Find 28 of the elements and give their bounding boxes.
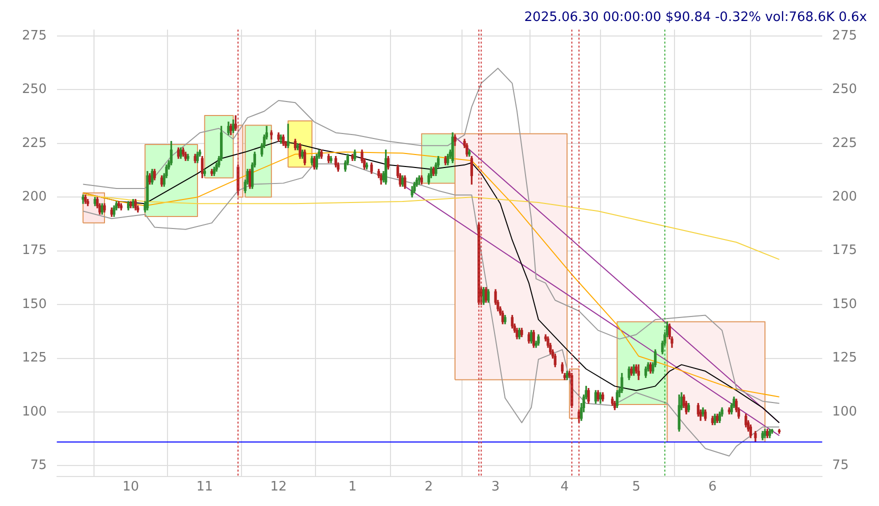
y2-tick-label: 200 <box>832 190 858 205</box>
y2-tick-label: 125 <box>832 350 858 366</box>
x-tick-label: 6 <box>708 480 717 495</box>
y2-tick-label: 275 <box>832 28 858 44</box>
y-tick-label: 75 <box>30 458 47 474</box>
x-tick-label: 2 <box>424 480 433 495</box>
chart-title: 2025.06.30 00:00:00 $90.84 -0.32% vol:768.6K 0.6x <box>524 10 868 26</box>
x-tick-label: 11 <box>196 480 213 495</box>
x-tick-label: 1 <box>348 480 357 495</box>
y-tick-label: 200 <box>22 190 47 205</box>
x-tick-label: 12 <box>270 480 287 495</box>
y2-tick-label: 225 <box>832 136 858 151</box>
y-tick-label: 225 <box>22 136 47 151</box>
y2-tick-label: 100 <box>832 404 858 420</box>
x-tick-label: 4 <box>560 480 569 495</box>
x-tick-label: 10 <box>122 480 139 495</box>
x-tick-label: 3 <box>491 480 500 495</box>
y-tick-label: 125 <box>22 350 47 366</box>
x-tick-label: 5 <box>632 480 640 495</box>
y-tick-label: 250 <box>22 82 47 98</box>
y2-tick-label: 250 <box>832 82 858 98</box>
y-tick-label: 175 <box>22 243 47 258</box>
y-tick-label: 150 <box>22 296 47 312</box>
y2-tick-label: 175 <box>832 243 858 258</box>
y-tick-label: 275 <box>22 28 47 44</box>
y2-tick-label: 75 <box>832 458 849 474</box>
y-tick-label: 100 <box>22 404 47 420</box>
y2-tick-label: 150 <box>832 296 858 312</box>
